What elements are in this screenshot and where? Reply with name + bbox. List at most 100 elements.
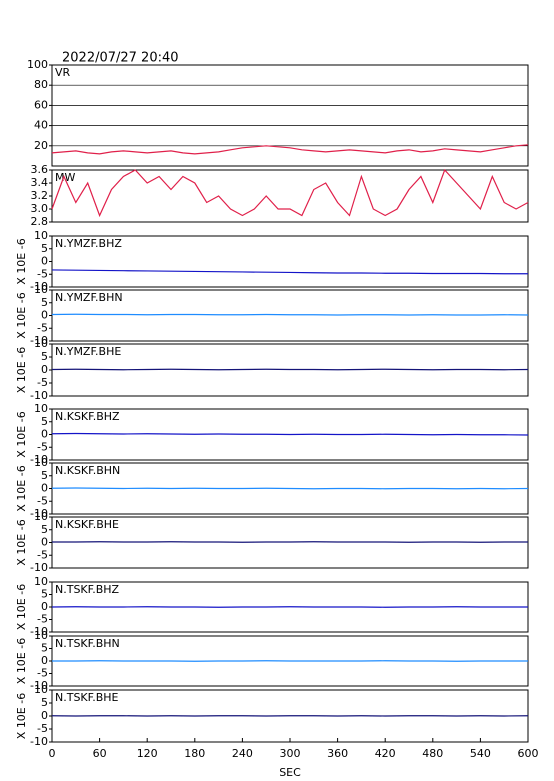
y-axis-label: X 10E -6 — [15, 584, 28, 630]
data-line — [51, 487, 529, 490]
y-tick-label: -10 — [30, 334, 48, 347]
x-tick-label: 240 — [232, 747, 253, 760]
y-tick-label: -5 — [37, 667, 48, 680]
y-tick-label: -5 — [37, 494, 48, 507]
y-tick-label: -10 — [30, 389, 48, 402]
y-tick-label: 3.0 — [31, 202, 49, 215]
y-tick-label: -10 — [30, 679, 48, 692]
y-tick-label: 20 — [34, 139, 48, 152]
y-tick-label: 10 — [34, 229, 48, 242]
panel-label: N.YMZF.BHZ — [55, 237, 122, 250]
y-tick-label: 5 — [41, 469, 48, 482]
data-line — [52, 660, 528, 662]
y-tick-label: 5 — [41, 415, 48, 428]
x-tick-label: 120 — [137, 747, 158, 760]
data-line — [51, 313, 529, 316]
y-tick-label: 10 — [34, 510, 48, 523]
y-tick-label: 0 — [41, 654, 48, 667]
y-tick-label: 3.2 — [31, 189, 49, 202]
x-tick-label: 480 — [422, 747, 443, 760]
y-tick-label: 3.4 — [31, 176, 49, 189]
y-tick-label: 5 — [41, 242, 48, 255]
x-tick-label: 180 — [184, 747, 205, 760]
y-tick-label: -5 — [37, 376, 48, 389]
y-tick-label: -5 — [37, 440, 48, 453]
y-tick-label: 10 — [34, 402, 48, 415]
y-tick-label: -10 — [30, 625, 48, 638]
y-tick-label: 10 — [34, 575, 48, 588]
y-tick-label: 0 — [41, 255, 48, 268]
x-tick-label: 360 — [327, 747, 348, 760]
x-tick-label: 300 — [280, 747, 301, 760]
panel-label: VR — [55, 66, 71, 79]
panel-label: N.KSKF.BHE — [55, 518, 119, 531]
y-tick-label: 0 — [41, 482, 48, 495]
panel-label: N.YMZF.BHN — [55, 291, 123, 304]
x-tick-label: 0 — [49, 747, 56, 760]
panel-label: N.TSKF.BHZ — [55, 583, 120, 596]
y-tick-label: 0 — [41, 709, 48, 722]
y-tick-label: -5 — [37, 321, 48, 334]
y-tick-label: 5 — [41, 296, 48, 309]
y-tick-label: 5 — [41, 642, 48, 655]
y-tick-label: 0 — [41, 309, 48, 322]
y-axis-label: X 10E -6 — [15, 465, 28, 511]
y-tick-label: 5 — [41, 696, 48, 709]
panel-label: N.KSKF.BHN — [55, 464, 120, 477]
y-tick-label: -5 — [37, 722, 48, 735]
x-tick-label: 420 — [375, 747, 396, 760]
x-tick-label: 600 — [518, 747, 539, 760]
y-tick-label: -10 — [30, 280, 48, 293]
y-tick-label: 3.6 — [31, 163, 49, 176]
panel-frame — [51, 235, 529, 288]
chart-title: 2022/07/27 20:40 — [62, 51, 179, 66]
y-tick-label: 0 — [41, 600, 48, 613]
y-tick-label: -10 — [30, 507, 48, 520]
data-line — [51, 606, 528, 608]
y-tick-label: 0 — [41, 363, 48, 376]
panel-label: N.KSKF.BHZ — [55, 410, 120, 423]
y-tick-label: -10 — [30, 735, 48, 748]
x-tick-label: 540 — [470, 747, 491, 760]
y-tick-label: 5 — [41, 523, 48, 536]
panel-frame — [51, 169, 529, 223]
y-tick-label: 0 — [41, 536, 48, 549]
y-tick-label: 0 — [41, 428, 48, 441]
y-tick-label: 100 — [27, 58, 48, 71]
y-axis-label: X 10E -6 — [15, 238, 28, 284]
y-tick-label: -10 — [30, 453, 48, 466]
y-tick-label: 10 — [34, 683, 48, 696]
y-axis-label: X 10E -6 — [15, 519, 28, 565]
y-axis-label: X 10E -6 — [15, 292, 28, 338]
y-tick-label: 10 — [34, 337, 48, 350]
panel-label: N.TSKF.BHE — [55, 691, 119, 704]
data-line — [51, 432, 529, 436]
y-axis-label: X 10E -6 — [15, 347, 28, 393]
data-line — [51, 368, 529, 371]
x-tick-label: 60 — [93, 747, 107, 760]
y-tick-label: -10 — [30, 561, 48, 574]
y-axis-label: X 10E -6 — [15, 693, 28, 739]
y-tick-label: -5 — [37, 267, 48, 280]
y-tick-label: 40 — [34, 119, 48, 132]
y-tick-label: 10 — [34, 456, 48, 469]
data-line — [51, 269, 528, 275]
y-tick-label: 10 — [34, 283, 48, 296]
x-axis-label: SEC — [279, 766, 301, 779]
y-tick-label: 80 — [34, 78, 48, 91]
panel-label: N.YMZF.BHE — [55, 345, 121, 358]
y-tick-label: -5 — [37, 613, 48, 626]
data-line — [51, 168, 529, 218]
y-tick-label: 5 — [41, 350, 48, 363]
panel-label: MW — [55, 171, 75, 184]
y-axis-label: X 10E -6 — [15, 638, 28, 684]
panel-label: N.TSKF.BHN — [55, 637, 120, 650]
data-line — [52, 541, 528, 543]
y-tick-label: 60 — [34, 98, 48, 111]
data-line — [51, 144, 529, 155]
y-tick-label: 5 — [41, 588, 48, 601]
y-tick-label: 10 — [34, 629, 48, 642]
y-tick-label: 2.8 — [31, 215, 49, 228]
y-axis-label: X 10E -6 — [15, 411, 28, 457]
